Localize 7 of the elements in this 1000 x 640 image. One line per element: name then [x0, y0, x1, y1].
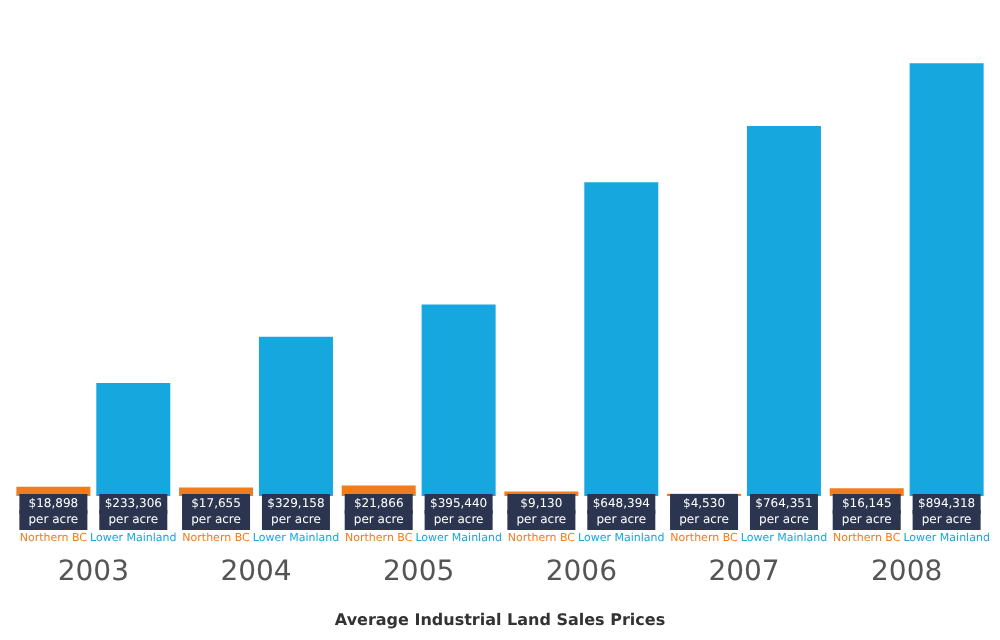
x-tick-label: 2004	[220, 556, 292, 588]
text: Average Industrial Land Sales Prices	[334, 611, 666, 629]
x-tick-label: 2005	[383, 556, 455, 588]
x-tick-label: 2007	[708, 556, 780, 588]
x-tick-label: 2006	[545, 556, 618, 588]
x-tick-label: 2003	[57, 556, 129, 588]
x-tick-label: 2008	[871, 556, 943, 588]
